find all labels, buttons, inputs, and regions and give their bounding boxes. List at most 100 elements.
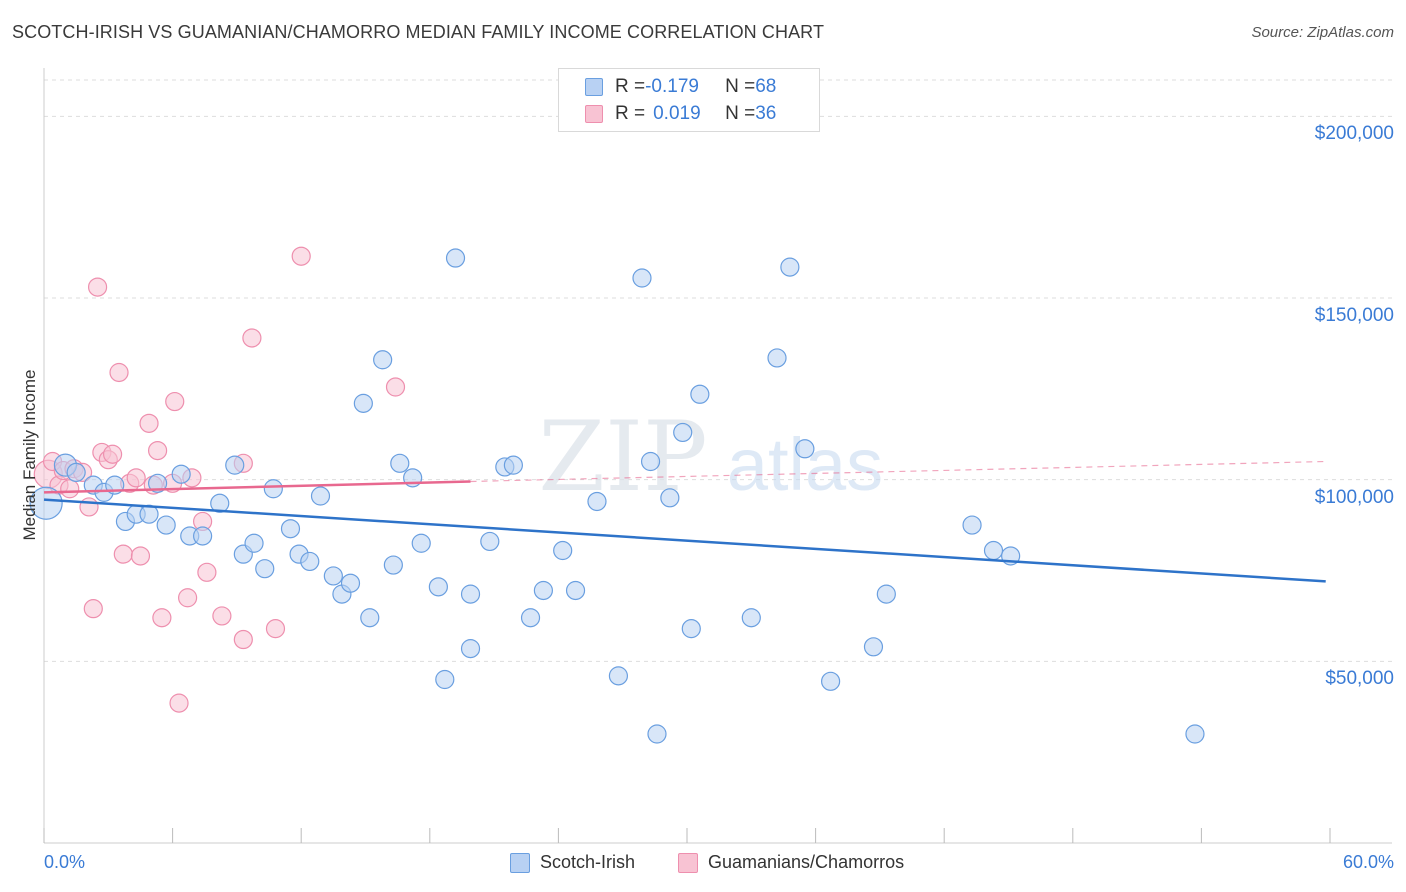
chart-title: SCOTCH-IRISH VS GUAMANIAN/CHAMORRO MEDIA…: [12, 22, 825, 42]
data-point: [640, 451, 661, 472]
data-point: [780, 257, 800, 277]
data-point: [265, 619, 286, 639]
data-point: [460, 639, 481, 659]
data-point: [821, 671, 841, 691]
watermark: ZIP atlas: [538, 401, 883, 513]
y-tick-label: $50,000: [1325, 668, 1394, 690]
n-label: N =: [725, 103, 756, 124]
data-point: [29, 486, 63, 520]
data-point: [411, 533, 431, 553]
legend-label: Scotch-Irish: [540, 852, 636, 872]
y-axis-label: Median Family Income: [20, 369, 39, 541]
x-tick-max: 60.0%: [1342, 852, 1394, 872]
x-tick-min: 0.0%: [44, 852, 86, 872]
data-point: [233, 629, 253, 650]
data-point: [608, 666, 629, 686]
data-point: [1185, 724, 1205, 744]
data-point: [767, 348, 787, 368]
axes: [43, 68, 1392, 844]
data-point: [244, 533, 264, 553]
n-value: 36: [755, 103, 777, 124]
data-point: [66, 462, 86, 482]
data-point: [340, 573, 361, 593]
data-point: [300, 551, 320, 572]
data-point: [280, 519, 301, 539]
bottom-legend-guamanian: Guamanians/Chamorros: [678, 852, 904, 873]
data-point: [480, 531, 500, 552]
data-point: [197, 562, 217, 582]
data-point: [428, 577, 448, 597]
data-point: [87, 277, 108, 297]
data-point: [60, 479, 80, 499]
y-tick-label: $200,000: [1314, 123, 1394, 145]
data-point: [390, 453, 410, 473]
data-point: [147, 473, 168, 493]
data-point: [565, 580, 586, 601]
gridlines: [44, 79, 1392, 662]
data-point: [130, 546, 151, 566]
data-point: [445, 248, 466, 268]
data-point: [156, 515, 176, 535]
pink-swatch: [678, 852, 698, 873]
data-point: [360, 608, 380, 628]
data-point: [291, 246, 311, 266]
data-point: [193, 526, 213, 546]
data-point: [587, 491, 607, 512]
data-point: [113, 544, 133, 564]
data-point: [165, 391, 185, 412]
data-point: [255, 559, 275, 579]
data-point: [460, 584, 481, 604]
r-label: R =: [615, 76, 646, 97]
data-point: [373, 350, 393, 370]
trend-line: [43, 480, 471, 494]
y-tick-label: $100,000: [1314, 486, 1394, 508]
data-point: [323, 566, 343, 586]
source-label: Source: ZipAtlas.com: [1251, 24, 1394, 41]
data-point: [647, 724, 667, 744]
blue-swatch: [585, 78, 603, 96]
data-point: [435, 669, 455, 690]
data-point: [632, 268, 652, 288]
n-value: 68: [755, 76, 777, 97]
r-label: R =: [615, 103, 646, 124]
data-point: [212, 606, 232, 626]
data-point: [983, 540, 1004, 561]
legend-row-guamanian: R = 0.019 N = 36: [585, 102, 776, 126]
data-point: [83, 599, 103, 619]
bottom-legend-scotch-irish: Scotch-Irish: [510, 852, 635, 873]
data-point: [102, 444, 123, 464]
data-point: [503, 455, 523, 475]
data-point: [690, 384, 710, 404]
n-label: N =: [725, 76, 756, 97]
legend-label: Guamanians/Chamorros: [708, 852, 905, 872]
data-point: [795, 439, 815, 459]
y-tick-label: $150,000: [1314, 305, 1394, 326]
data-point: [152, 608, 172, 628]
data-point: [171, 464, 191, 484]
data-point: [383, 555, 403, 575]
data-point: [210, 493, 230, 513]
trend-lines: [43, 460, 1326, 583]
data-point: [520, 608, 541, 628]
data-point: [79, 497, 99, 517]
watermark-zip: ZIP: [538, 401, 707, 513]
guamanian-points: [33, 246, 406, 713]
legend-row-scotch-irish: R = -0.179 N = 68: [585, 75, 776, 99]
data-point: [169, 693, 189, 713]
r-value: -0.179: [645, 76, 699, 97]
blue-swatch: [510, 852, 530, 873]
data-point: [741, 608, 761, 628]
data-point: [242, 328, 262, 348]
data-point: [310, 486, 331, 506]
data-point: [126, 468, 146, 488]
data-point: [263, 479, 283, 499]
data-point: [962, 515, 982, 535]
data-point: [147, 441, 168, 461]
data-point: [109, 362, 129, 383]
data-point: [553, 540, 573, 561]
data-point: [863, 637, 884, 657]
data-point: [681, 619, 701, 639]
data-point: [178, 588, 198, 608]
correlation-legend: R = -0.179 N = 68 R = 0.019 N = 36: [558, 68, 820, 132]
